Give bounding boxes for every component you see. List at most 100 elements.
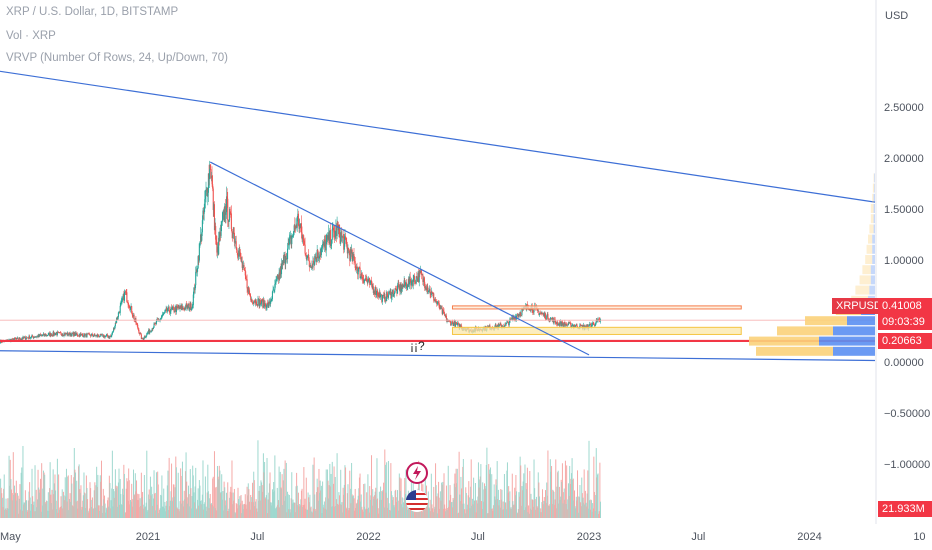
volume-bar — [309, 494, 311, 518]
candle-body — [214, 226, 216, 230]
volume-bar — [547, 450, 549, 518]
volume-bar — [62, 491, 64, 518]
lightning-icon[interactable] — [406, 462, 428, 484]
volume-bar — [119, 478, 121, 518]
volume-bar — [513, 504, 515, 518]
candle-body — [329, 230, 331, 246]
candle-body — [39, 334, 41, 336]
candle-body — [35, 336, 37, 338]
candle-body — [539, 312, 541, 314]
volume-bar — [136, 480, 138, 518]
candle-body — [134, 318, 136, 320]
volume-bar — [198, 505, 200, 518]
candle-body — [273, 289, 275, 291]
volume-bar — [564, 460, 566, 518]
volume-bar — [178, 511, 180, 518]
volume-bar — [542, 504, 544, 518]
candle-body — [557, 322, 559, 326]
volume-bar — [537, 472, 539, 518]
volume-bar — [442, 481, 444, 518]
candle-body — [533, 307, 535, 313]
candle-body — [420, 270, 422, 275]
candle-body — [230, 213, 232, 230]
volume-bar — [200, 504, 202, 518]
candle-body — [41, 335, 43, 336]
volume-bar — [468, 497, 470, 518]
candle-body — [93, 334, 95, 336]
volume-bar — [274, 508, 276, 518]
candle-body — [494, 324, 496, 327]
candle-body — [565, 323, 567, 326]
volume-bar — [456, 483, 458, 518]
volume-bar — [433, 508, 435, 518]
us-flag-icon — [406, 490, 428, 512]
candle-body — [99, 336, 101, 338]
volume-bar — [30, 504, 32, 518]
vp-down-bar — [874, 173, 875, 183]
candle-body — [56, 333, 58, 335]
candle-body — [155, 322, 157, 324]
candle-body — [553, 319, 555, 324]
legend-vrvp[interactable]: VRVP (Number Of Rows, 24, Up/Down, 70) — [6, 52, 228, 64]
candle-body — [551, 318, 553, 321]
candle-body — [47, 333, 49, 336]
candle-body — [314, 256, 316, 259]
volume-bar — [216, 486, 218, 518]
candle-body — [545, 319, 547, 320]
candle-body — [78, 334, 80, 336]
candle-body — [228, 220, 230, 222]
candle-body — [499, 324, 501, 326]
volume-bar — [235, 503, 237, 518]
candle-body — [440, 305, 442, 309]
legend-symbol[interactable]: XRP / U.S. Dollar, 1D, BITSTAMP — [6, 6, 179, 18]
candle-body — [250, 299, 252, 300]
volume-bar — [184, 471, 186, 518]
volume-bar — [118, 468, 120, 518]
volume-bar — [482, 501, 484, 518]
candle-body — [361, 276, 364, 279]
candle-body — [320, 247, 322, 256]
volume-bar — [299, 505, 301, 518]
candle-body — [360, 273, 362, 277]
candle-body — [372, 286, 374, 293]
candle-body — [253, 301, 255, 303]
candle-body — [54, 333, 56, 335]
candle-body — [512, 317, 514, 320]
candle-body — [508, 322, 510, 326]
candle-body — [424, 281, 426, 288]
candle-body — [52, 335, 54, 337]
candle-body — [102, 334, 104, 338]
volume-bar — [33, 511, 35, 518]
candle-body — [543, 313, 545, 317]
volume-bar — [168, 457, 170, 518]
candle-body — [529, 309, 531, 311]
candle-body — [39, 334, 42, 336]
volume-bar — [470, 459, 472, 518]
volume-bar — [281, 488, 283, 518]
volume-bar — [212, 478, 214, 518]
candle-body — [65, 333, 68, 335]
volume-bar — [445, 511, 447, 518]
volume-bar — [87, 499, 89, 518]
vp-up-bar — [777, 326, 833, 336]
volume-bar — [75, 472, 77, 518]
volume-bar — [371, 505, 373, 518]
candle-body — [286, 258, 288, 260]
volume-bar — [99, 475, 101, 518]
volume-bar — [174, 487, 176, 518]
candle-body — [433, 293, 435, 301]
volume-bar — [310, 507, 312, 518]
volume-bar — [358, 488, 360, 518]
volume-bar — [380, 499, 382, 518]
volume-bar — [307, 492, 309, 518]
volume-bar — [238, 499, 240, 518]
candle-body — [203, 208, 205, 214]
candle-body — [163, 312, 165, 314]
vp-up-bar — [859, 275, 871, 285]
candle-body — [500, 323, 502, 325]
volume-bar — [12, 493, 14, 518]
legend-volume[interactable]: Vol · XRP — [6, 30, 56, 42]
volume-bar — [25, 500, 27, 518]
volume-bar — [189, 469, 191, 518]
